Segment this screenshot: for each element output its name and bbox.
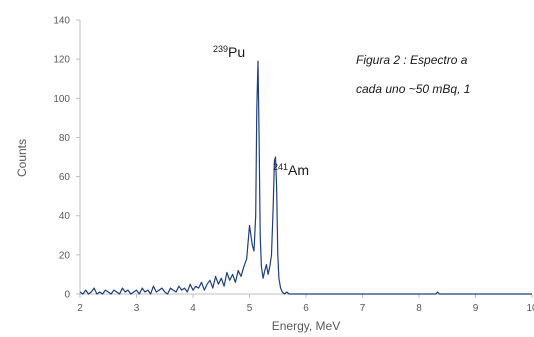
x-tick-label: 3 [134,303,140,314]
y-tick-label: 60 [59,172,71,183]
x-tick-label: 7 [360,303,366,314]
x-tick-label: 6 [303,303,309,314]
y-tick-label: 80 [59,133,71,144]
x-tick-label: 2 [77,303,83,314]
am-peak-label: 241Am [273,162,309,178]
pu-peak-label: 239Pu [213,44,245,60]
pu-element: Pu [228,44,245,60]
am-element: Am [288,162,309,178]
y-tick-label: 20 [59,250,71,261]
y-tick-label: 120 [53,55,70,66]
x-tick-label: 9 [473,303,479,314]
am-mass-number: 241 [273,162,288,172]
y-axis-title: Counts [15,139,29,177]
x-axis-title: Energy, MeV [272,319,340,333]
spectrum-line [79,60,532,295]
axes: 0 20 40 60 80 100 120 140 2 3 4 5 6 7 8 9 10 [53,16,534,315]
y-tick-label: 140 [53,16,70,27]
y-tick-label: 40 [59,211,71,222]
plot-area [79,60,532,295]
caption-line-2: cada uno ~50 mBq, 1 [356,82,470,96]
y-tick-label: 100 [53,94,70,105]
y-tick-label: 0 [64,290,70,301]
caption-line-1: Figura 2 : Espectro a [356,53,468,67]
x-tick-label: 10 [526,303,534,314]
pu-mass-number: 239 [213,44,228,54]
x-tick-label: 8 [416,303,422,314]
x-tick-label: 4 [190,303,196,314]
x-tick-label: 5 [247,303,253,314]
